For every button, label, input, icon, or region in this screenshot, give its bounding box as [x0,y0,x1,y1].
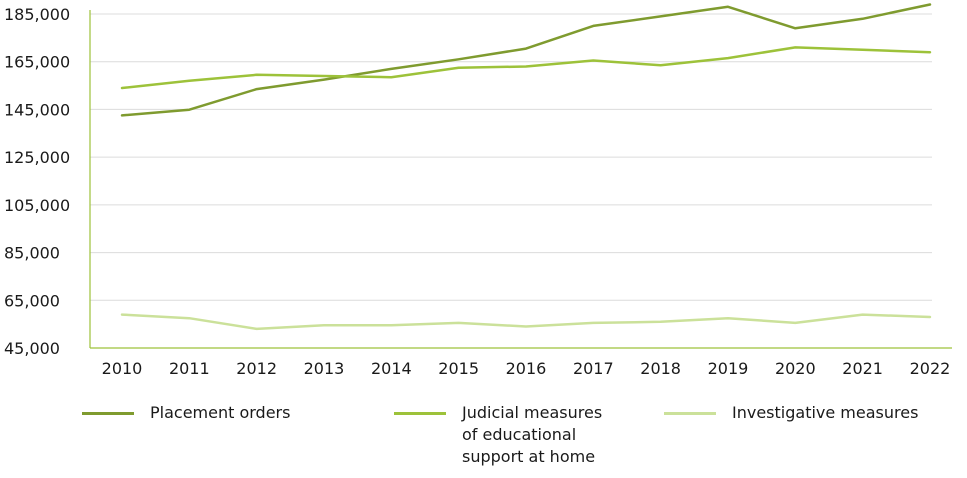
legend-item-investigative-measures: Investigative measures [664,402,918,424]
series-lines [120,3,932,331]
series-line-placement-orders [120,3,932,117]
x-tick-label: 2015 [438,359,479,378]
y-axis-ticks: 45,000 65,000 85,000 105,000 125,000 145,000 1… [4,5,70,358]
y-tick-label: 65,000 [4,291,60,310]
x-tick-label: 2016 [506,359,547,378]
legend-label-placement-orders: Placement orders [150,403,291,422]
legend-label-judicial-measures: Judicial measures of educational support… [462,403,603,466]
x-tick-label: 2013 [304,359,345,378]
y-tick-label: 145,000 [4,100,70,119]
legend-label-investigative-measures: Investigative measures [732,403,919,422]
line-chart: 45,000 65,000 85,000 105,000 125,000 145,000 1… [4,3,952,378]
x-tick-label: 2022 [910,359,951,378]
x-tick-label: 2012 [236,359,277,378]
legend-swatch-judicial-measures [394,412,446,415]
y-tick-label: 45,000 [4,339,60,358]
series-line-judicial-measures [120,46,932,90]
legend-item-judicial-measures: Judicial measures of educational support… [394,402,602,468]
x-tick-label: 2010 [102,359,143,378]
y-tick-label: 165,000 [4,53,70,72]
x-tick-label: 2020 [775,359,816,378]
x-tick-label: 2019 [708,359,749,378]
gridlines [90,13,932,301]
y-tick-label: 105,000 [4,196,70,215]
series-line-investigative-measures [120,313,932,331]
x-tick-label: 2011 [169,359,210,378]
legend-swatch-placement-orders [82,412,134,415]
y-tick-label: 85,000 [4,244,60,263]
legend-item-placement-orders: Placement orders [82,402,290,424]
y-tick-label: 185,000 [4,5,70,24]
x-axis-ticks: 2010 2011 2012 2013 2014 2015 2016 2017 2018 2019… [102,359,951,378]
x-tick-label: 2018 [640,359,681,378]
x-tick-label: 2017 [573,359,614,378]
x-tick-label: 2014 [371,359,412,378]
x-tick-label: 2021 [842,359,883,378]
legend-swatch-investigative-measures [664,412,716,415]
y-tick-label: 125,000 [4,148,70,167]
